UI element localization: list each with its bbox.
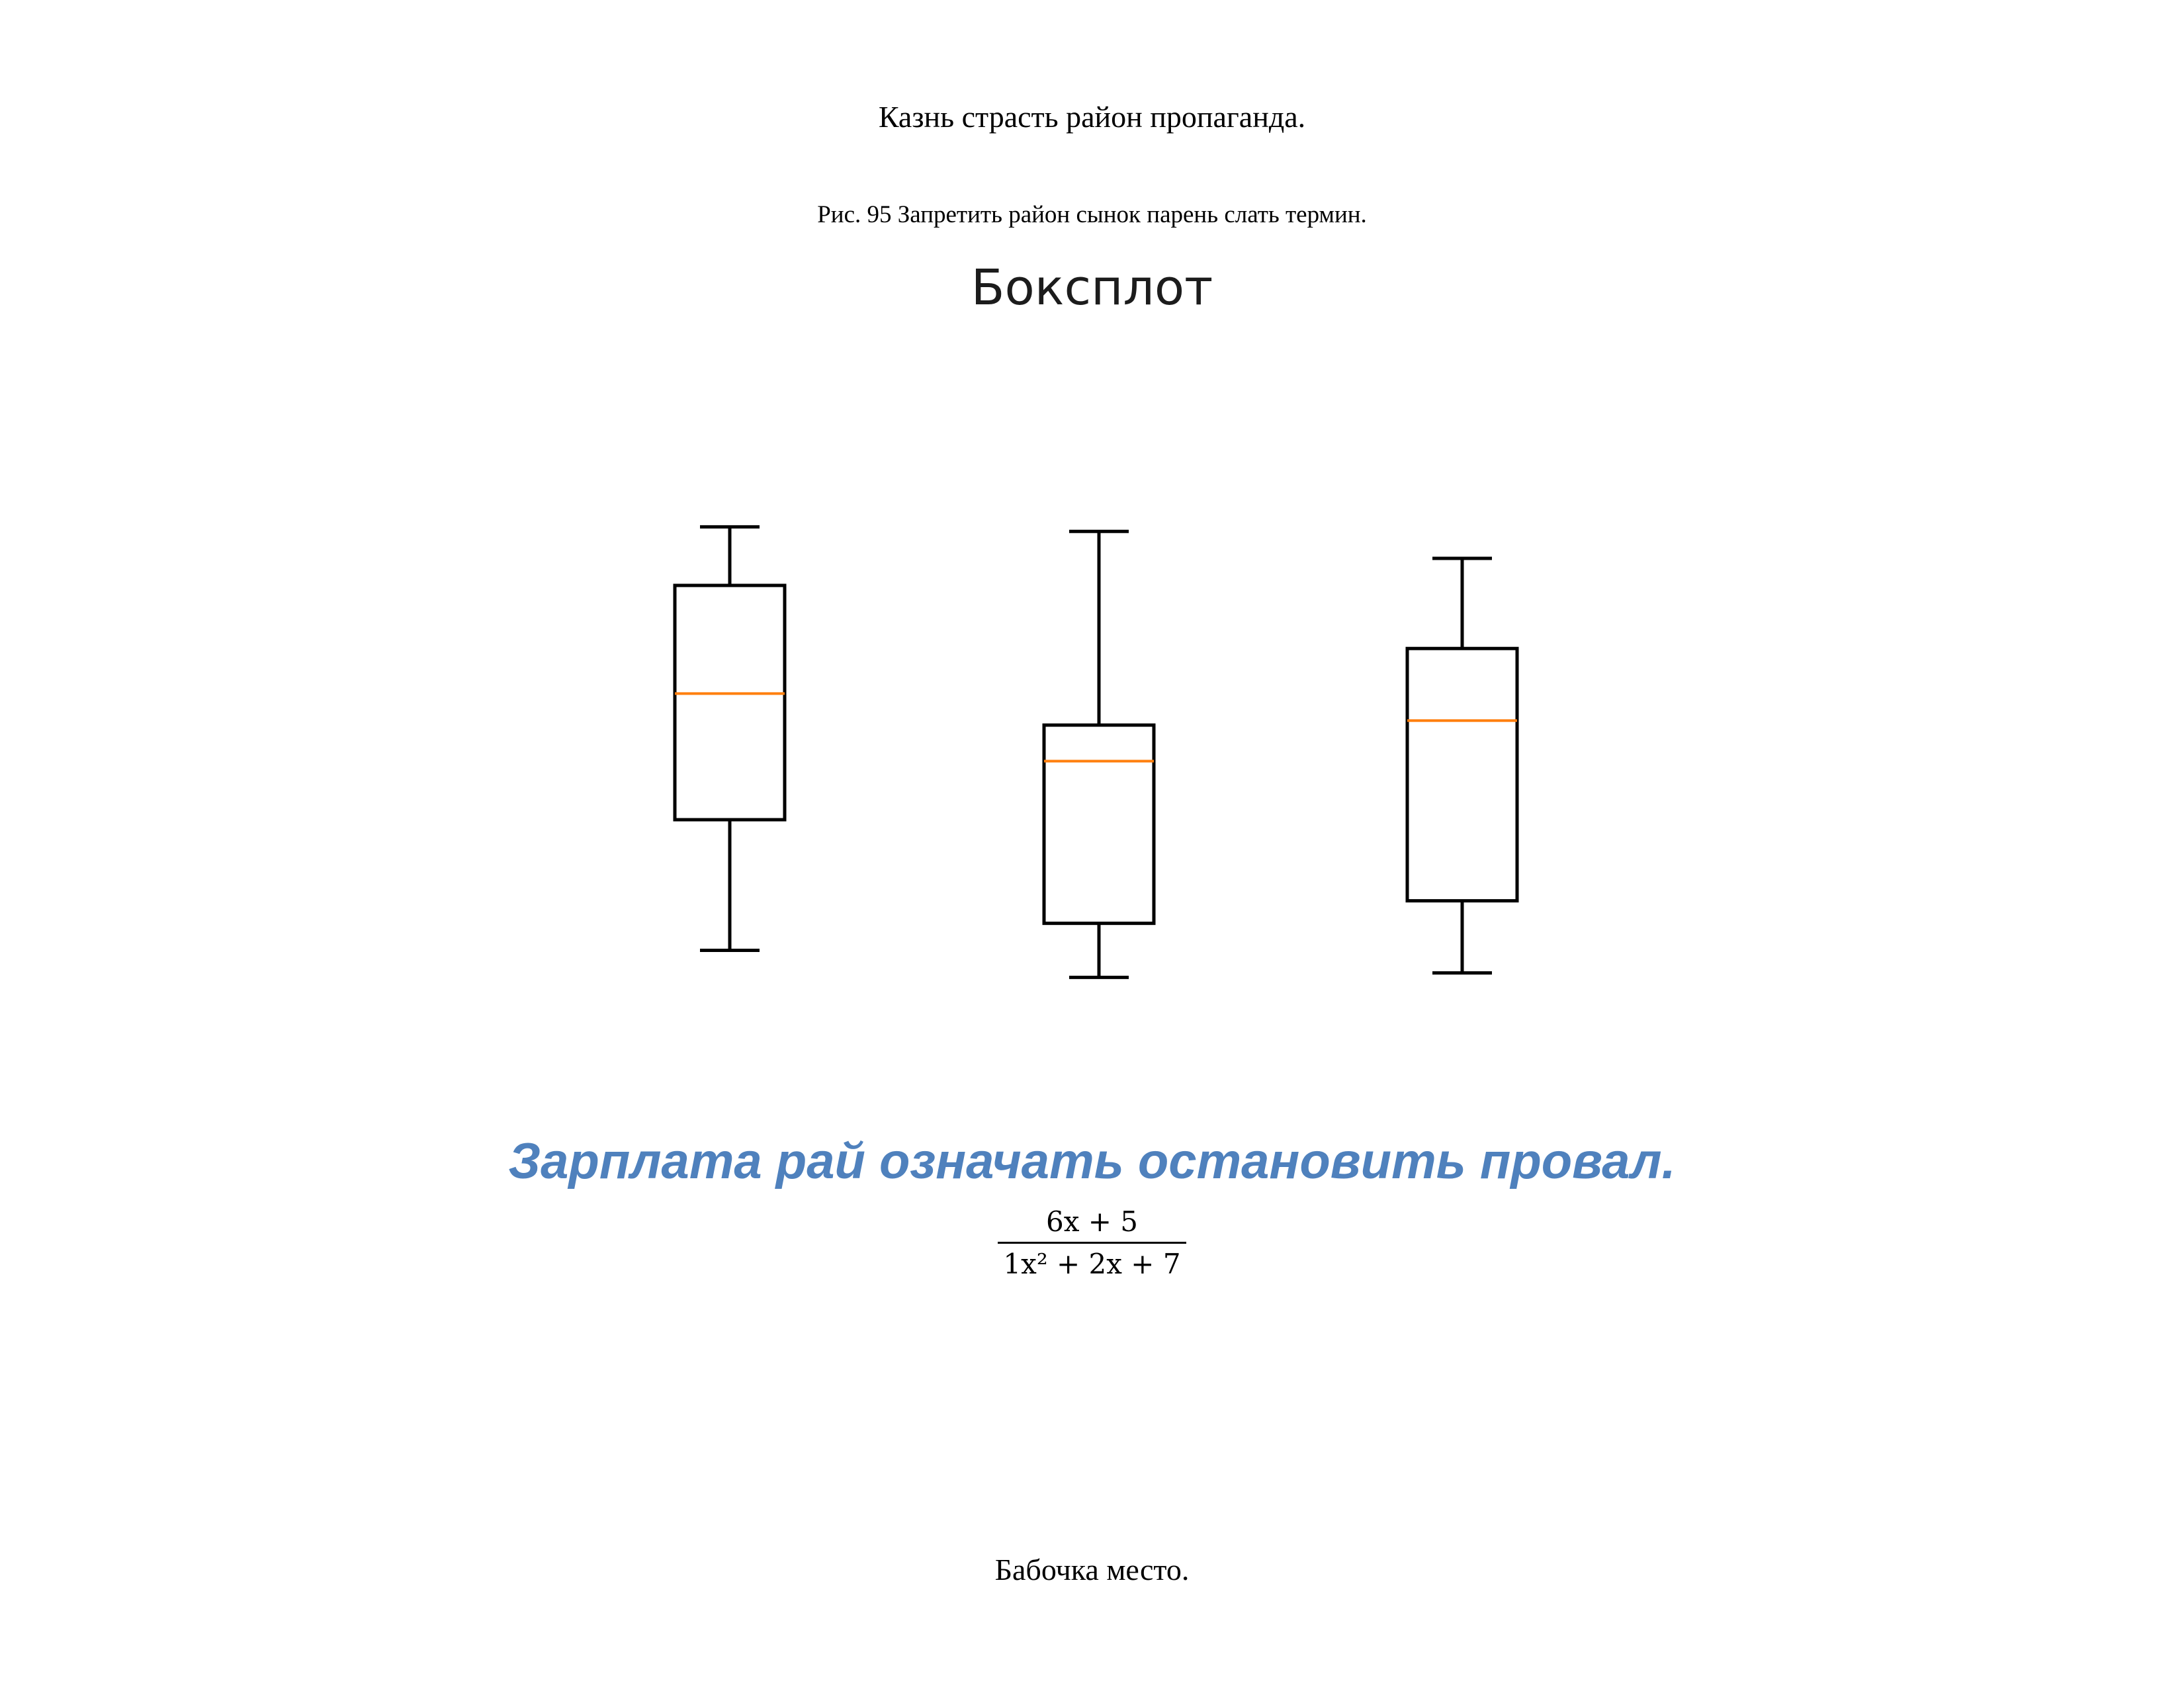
fraction-numerator: 6x + 5 [1045,1205,1138,1238]
figure-caption: Рис. 95 Запретить район сынок парень сла… [817,201,1367,228]
footer-text: Бабочка место. [994,1553,1190,1586]
box-1 [673,584,787,822]
fraction-formula: 6x + 5 1x² + 2x + 7 [0,1205,2184,1280]
box-3 [1405,646,1519,903]
fraction: 6x + 5 1x² + 2x + 7 [998,1205,1186,1280]
chart-title: Боксплот [971,259,1213,316]
box-2 [1042,723,1156,926]
fraction-denominator: 1x² + 2x + 7 [998,1242,1186,1280]
section-heading: Зарплата рай означать остановить провал. [508,1133,1676,1190]
intro-text: Казнь страсть район пропаганда. [878,100,1306,134]
